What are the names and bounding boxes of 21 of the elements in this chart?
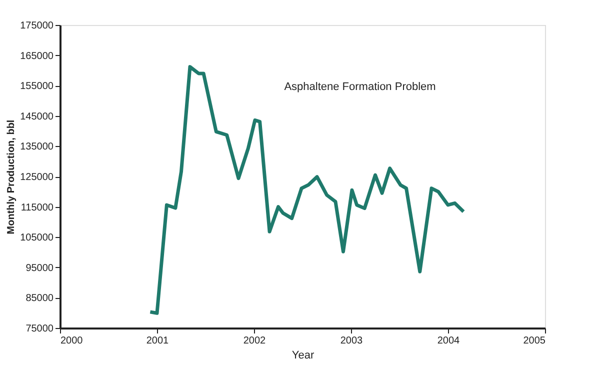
x-tick-label: 2005 [523, 336, 546, 346]
y-tick-label: 135000 [20, 142, 54, 153]
y-tick-label: 175000 [20, 20, 54, 32]
annotation: Asphaltene Formation Problem [284, 81, 436, 93]
y-tick-label: 75000 [26, 324, 54, 334]
x-tick-label: 2001 [146, 336, 170, 346]
x-tick-label: 2000 [60, 336, 84, 346]
y-axis-title: Monthly Production, bbl [6, 120, 18, 234]
x-tick-label: 2004 [437, 336, 460, 346]
y-tick-label: 115000 [20, 202, 54, 214]
y-tick-label: 165000 [20, 50, 54, 62]
y-tick-label: 145000 [20, 111, 54, 122]
y-tick-label: 125000 [20, 172, 54, 183]
x-tick-label: 2002 [243, 336, 266, 346]
line-series [148, 65, 466, 315]
x-axis-title: Year [292, 350, 314, 362]
y-tick-label: 85000 [26, 293, 54, 304]
y-tick-label: 105000 [20, 232, 54, 244]
x-tick-label: 2003 [340, 336, 364, 346]
y-tick-label: 95000 [26, 262, 54, 274]
y-tick-label: 155000 [20, 81, 54, 92]
